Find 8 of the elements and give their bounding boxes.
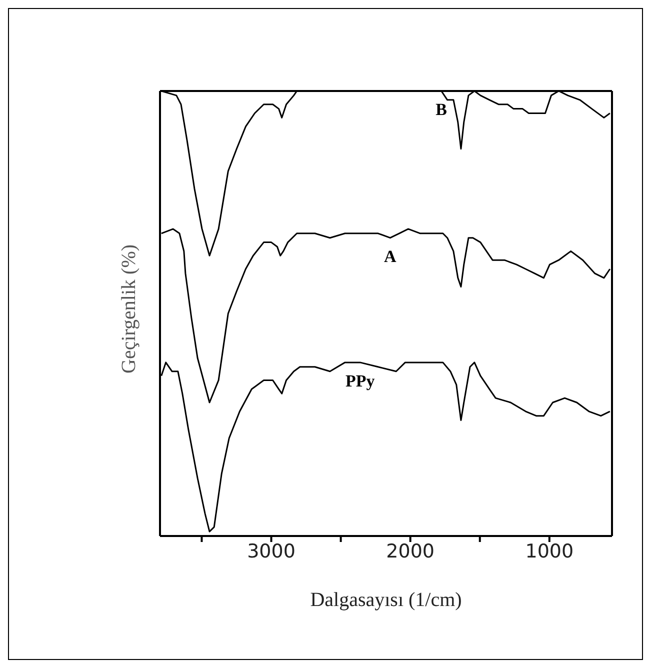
y-axis-title: Geçirgenlik (%)	[118, 244, 140, 374]
x-tick-label: 1000	[525, 540, 574, 562]
x-axis-title: Dalgasayısı (1/cm)	[310, 589, 462, 611]
series-label: B	[436, 100, 448, 119]
x-tick-label: 2000	[386, 540, 435, 562]
series-label: PPy	[345, 371, 376, 390]
x-tick-label: 3000	[247, 540, 296, 562]
series-label: A	[384, 246, 398, 266]
